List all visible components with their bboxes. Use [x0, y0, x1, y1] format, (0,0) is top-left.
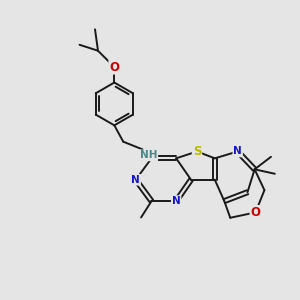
Text: N: N [172, 196, 181, 206]
Text: O: O [109, 61, 119, 74]
Text: O: O [250, 206, 260, 219]
Text: N: N [233, 146, 242, 157]
Text: NH: NH [140, 150, 157, 160]
Text: S: S [193, 145, 201, 158]
Text: N: N [131, 175, 140, 185]
